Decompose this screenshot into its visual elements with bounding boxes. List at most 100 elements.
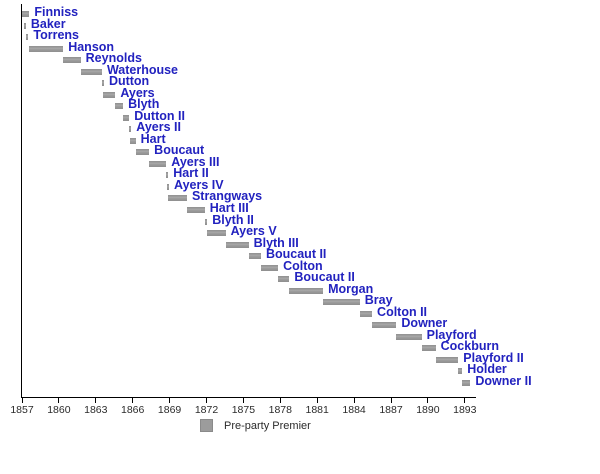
legend-swatch [200, 419, 213, 432]
legend: Pre-party Premier [200, 419, 311, 432]
premier-label: Waterhouse [106, 62, 179, 77]
premier-label: Boucaut II [265, 247, 327, 262]
premier-label: Cockburn [440, 339, 499, 354]
premier-label: Hart III [209, 201, 249, 215]
premier-label: Boucaut [154, 143, 205, 158]
premier-row: Blyth III [0, 235, 600, 251]
term-bar [186, 207, 205, 213]
term-bar [359, 310, 373, 317]
premier-label: Playford [426, 327, 477, 342]
premier-label: Ayers IV [174, 177, 224, 192]
premier-row: Morgan [0, 281, 600, 297]
premier-row: Waterhouse [0, 62, 600, 78]
term-bar [115, 103, 124, 110]
term-bar [225, 241, 249, 248]
premier-row: Baker [0, 16, 600, 32]
term-bar [278, 276, 290, 283]
premier-row: Dutton II [0, 108, 600, 124]
term-bar [135, 149, 150, 156]
x-axis-tick [95, 398, 97, 403]
x-axis-tick-label: 1857 [10, 404, 34, 416]
premier-label: Finniss [34, 5, 79, 19]
premier-label: Ayers II [136, 120, 181, 135]
premier-label: Dutton II [134, 108, 185, 123]
premier-label: Hanson [68, 39, 115, 54]
term-bar [80, 68, 102, 75]
x-axis-tick [242, 398, 244, 403]
term-bar [23, 22, 26, 29]
premier-row: Hanson [0, 39, 600, 55]
premier-label: Dutton [108, 74, 150, 89]
x-axis-tick [132, 398, 134, 403]
term-bar [129, 126, 132, 133]
premier-row: Cockburn [0, 339, 600, 354]
x-axis-tick [21, 398, 23, 403]
x-axis-tick [427, 398, 429, 403]
premier-label: Blyth [128, 97, 160, 112]
term-bar [207, 230, 226, 237]
x-axis-tick [279, 398, 281, 403]
premier-row: Bray [0, 293, 600, 308]
premier-row: Colton [0, 258, 600, 274]
term-bar [204, 218, 208, 225]
premier-row: Downer [0, 316, 600, 331]
x-axis-tick [316, 398, 318, 403]
term-bar [166, 172, 169, 179]
term-bar [396, 333, 422, 340]
premier-row: Strangways [0, 189, 600, 204]
x-axis-tick [58, 398, 60, 403]
term-bar [28, 45, 64, 52]
premier-label: Strangways [191, 189, 263, 204]
x-axis-tick [206, 398, 207, 403]
term-bar [289, 287, 324, 294]
premier-row: Hart III [0, 201, 600, 216]
term-bar [167, 183, 170, 190]
x-axis-tick-label: 1872 [194, 404, 219, 416]
premier-label: Colton [283, 258, 323, 273]
premier-label: Torrens [33, 28, 80, 43]
x-axis-tick-label: 1878 [268, 404, 292, 416]
premier-row: Hart [0, 131, 600, 147]
premier-label: Blyth III [253, 235, 299, 250]
y-axis-line [21, 4, 22, 398]
premier-row: Playford II [0, 351, 600, 366]
term-bar [101, 80, 104, 87]
premier-row: Hart II [0, 166, 600, 181]
premier-row: Ayers V [0, 224, 600, 239]
premier-row: Boucaut II [0, 247, 600, 262]
x-axis-tick [464, 398, 466, 403]
premier-label: Blyth II [212, 212, 254, 227]
premier-label: Ayers [120, 85, 155, 100]
premier-label: Baker [30, 16, 66, 31]
premier-row: Finniss [0, 5, 600, 20]
x-axis-tick-label: 1875 [231, 404, 256, 416]
term-bar [130, 137, 136, 144]
term-bar [123, 114, 130, 121]
x-axis-tick-label: 1860 [47, 404, 71, 416]
premier-row: Ayers III [0, 154, 600, 170]
premier-label: Colton II [377, 304, 428, 319]
x-axis-tick [169, 398, 171, 403]
term-bar [421, 345, 436, 352]
x-axis-tick-label: 1866 [121, 404, 145, 416]
premier-label: Holder [467, 362, 507, 377]
premier-row: Boucaut II [0, 270, 600, 285]
premier-label: Boucaut II [294, 270, 355, 285]
x-axis-tick-label: 1869 [157, 404, 182, 416]
x-axis-tick-label: 1893 [453, 404, 477, 416]
term-bar [323, 299, 360, 306]
premier-row: Holder [0, 362, 600, 377]
premier-row: Boucaut [0, 143, 600, 158]
premier-label: Hart [140, 131, 166, 146]
premier-label: Morgan [328, 281, 374, 296]
legend-label: Pre-party Premier [224, 419, 311, 432]
premier-row: Ayers IV [0, 177, 600, 193]
premier-row: Ayers II [0, 120, 600, 135]
premier-label: Bray [364, 293, 393, 308]
term-bar [462, 379, 471, 386]
term-bar [167, 195, 187, 202]
premier-row: Reynolds [0, 51, 600, 66]
premier-label: Ayers III [171, 154, 220, 169]
premier-label: Ayers V [230, 224, 277, 239]
